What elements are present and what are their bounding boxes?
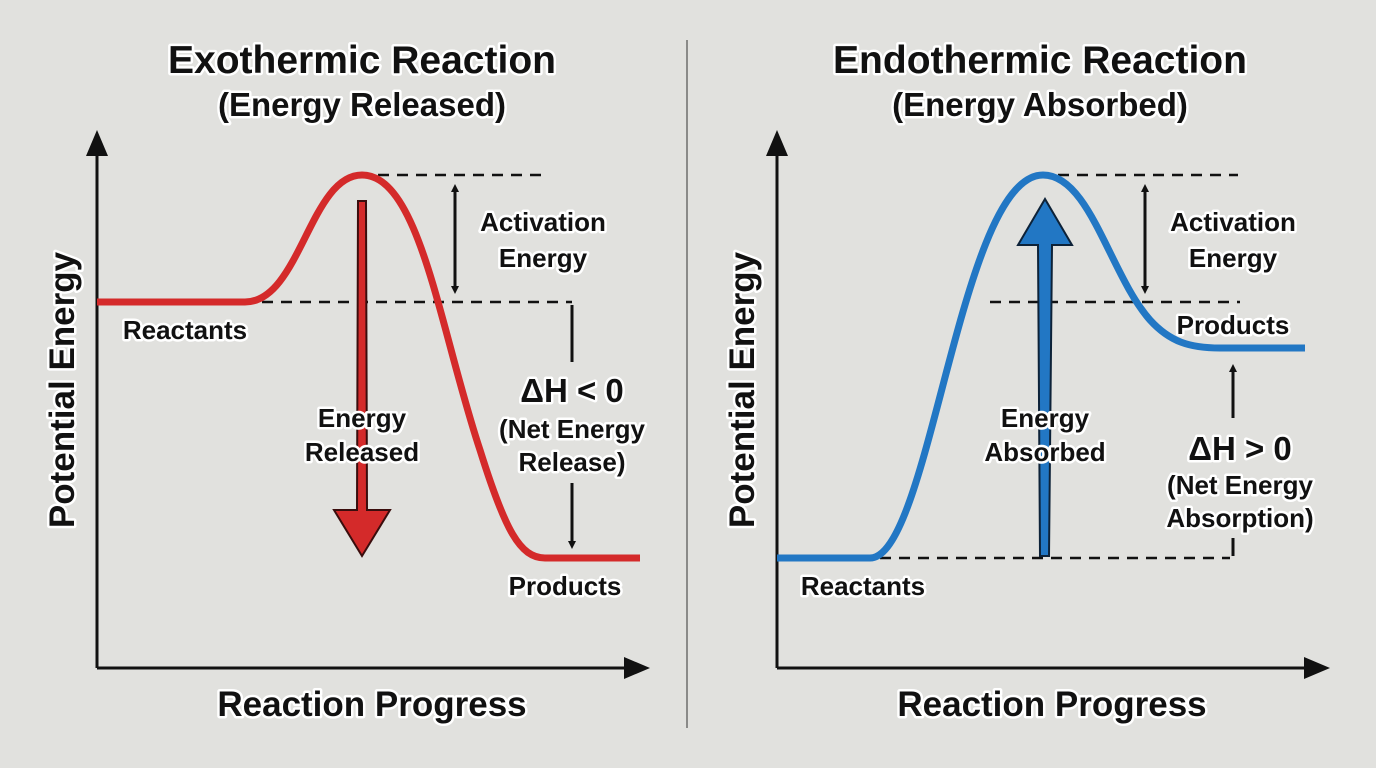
- exo-subtitle: (Energy Released): [218, 86, 506, 123]
- exo-energy-released-arrow: [332, 200, 392, 558]
- exo-y-axis-label: Potential Energy: [43, 251, 82, 528]
- exo-delta-note-1: (Net Energy: [499, 414, 645, 444]
- endo-y-axis: [766, 130, 788, 668]
- exo-arrow-label-2: Released: [305, 437, 419, 467]
- exo-energy-curve: [97, 171, 640, 562]
- endo-arrow-label-2: Absorbed: [984, 437, 1105, 467]
- endo-subtitle: (Energy Absorbed): [892, 86, 1188, 123]
- exo-delta-note-2: Release): [519, 447, 626, 477]
- endo-title: Endothermic Reaction: [833, 39, 1247, 82]
- endo-x-axis: [777, 657, 1330, 679]
- endo-energy-absorbed-arrow: [1016, 197, 1074, 557]
- exo-delta-h: ΔH < 0: [520, 372, 624, 409]
- endothermic-panel: Endothermic Reaction (Energy Absorbed) P…: [721, 37, 1330, 727]
- endo-delta-h: ΔH > 0: [1188, 430, 1292, 467]
- endo-activation-label-1: Activation: [1170, 207, 1296, 237]
- endo-activation-label-2: Energy: [1189, 243, 1278, 273]
- exo-products-label: Products: [509, 571, 622, 601]
- exo-reactants-label: Reactants: [123, 315, 247, 345]
- endo-x-axis-label: Reaction Progress: [897, 685, 1206, 724]
- exothermic-panel: Exothermic Reaction (Energy Released) Po…: [41, 37, 650, 727]
- endo-reactants-label: Reactants: [801, 571, 925, 601]
- exo-activation-label-1: Activation: [480, 207, 606, 237]
- endo-arrow-label-1: Energy: [1001, 403, 1090, 433]
- endo-products-label: Products: [1177, 310, 1290, 340]
- endo-delta-note-2: Absorption): [1166, 503, 1313, 533]
- endo-y-axis-label: Potential Energy: [723, 251, 762, 528]
- exo-activation-label-2: Energy: [499, 243, 588, 273]
- endo-energy-curve: [777, 171, 1305, 562]
- exo-arrow-label-1: Energy: [318, 403, 407, 433]
- endo-delta-note-1: (Net Energy: [1167, 470, 1313, 500]
- exo-x-axis: [97, 657, 650, 679]
- exo-y-axis: [86, 130, 108, 668]
- exo-title: Exothermic Reaction: [168, 39, 556, 82]
- exo-x-axis-label: Reaction Progress: [217, 685, 526, 724]
